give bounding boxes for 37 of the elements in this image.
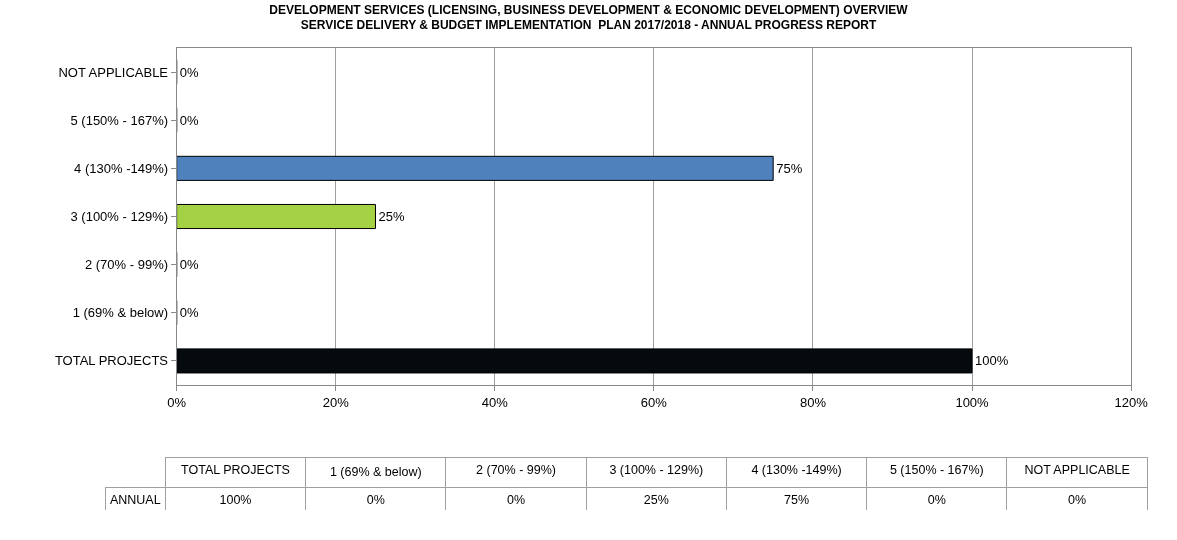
data-label: 0% — [179, 112, 199, 128]
text: ANNUAL — [109, 493, 161, 508]
y-tick-label: TOTAL PROJECTS — [54, 353, 169, 369]
category-label: TOTAL PROJECTS — [181, 463, 290, 478]
x-tick-label: 60% — [640, 394, 668, 410]
data-label: 75% — [776, 160, 803, 176]
chart-title: DEVELOPMENT SERVICES (LICENSING, BUSINESS DEVELOPMENT & ECONOMIC DEVELOPMENT) OVERVIEW SERVICE DELIVERY & BUDGET IMPLEMENTATION PLAN 2017/2018 - ANNUAL PROGRESS REPORT — [269, 2, 909, 33]
text: 100% — [219, 493, 252, 508]
x-tick-label: 80% — [799, 394, 827, 410]
y-tick-label: 2 (70% - 99%) — [84, 257, 169, 273]
y-tick-label: 1 (69% & below) — [72, 305, 169, 321]
y-tick-label: 3 (100% - 129%) — [70, 209, 169, 225]
data-label: 100% — [975, 353, 1009, 369]
category-label: 5 (150% - 167%) — [889, 463, 984, 478]
data-label: 25% — [378, 209, 405, 224]
category-label: 3 (100% - 129%) — [609, 463, 704, 478]
y-tick-label: NOT APPLICABLE — [58, 64, 169, 80]
data-label: 0% — [179, 64, 199, 80]
category-label: NOT APPLICABLE — [1024, 463, 1130, 478]
text: 0% — [366, 493, 385, 508]
text: 0% — [507, 493, 526, 508]
x-tick-label: 0% — [167, 394, 187, 410]
category-label: 2 (70% - 99%) — [476, 463, 556, 478]
text: 75% — [784, 493, 810, 508]
x-tick-label: 40% — [481, 394, 509, 410]
category-label: 4 (130% -149%) — [751, 463, 842, 478]
x-tick-label: 20% — [322, 394, 350, 410]
text: 25% — [643, 493, 669, 508]
y-tick-label: 4 (130% -149%) — [74, 160, 169, 176]
x-tick-label: 120% — [1114, 394, 1149, 410]
data-label: 0% — [179, 257, 199, 273]
category-label: 1 (69% & below) — [329, 465, 422, 479]
y-tick-label: 5 (150% - 167%) — [70, 112, 169, 128]
text: 0% — [1068, 493, 1087, 508]
x-tick-label: 100% — [955, 394, 990, 410]
text: 0% — [927, 493, 946, 508]
data-label: 0% — [179, 305, 199, 321]
